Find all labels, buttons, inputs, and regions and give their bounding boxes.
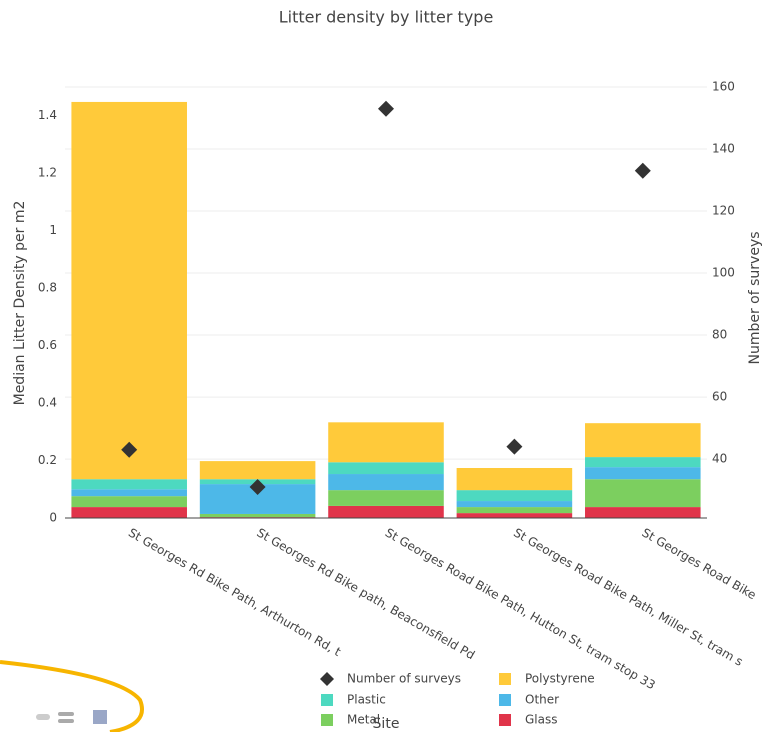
bar-segment	[71, 489, 187, 497]
y-tick-label: 1.4	[38, 108, 57, 122]
legend-symbol	[321, 694, 333, 706]
y-tick-label: 0	[49, 511, 57, 525]
highlight-annotation	[0, 660, 144, 732]
y2-tick-label: 120	[712, 204, 735, 218]
x-tick-label: St Georges Road Bike Path, Hutton St, tr…	[383, 526, 658, 693]
bar-segment	[328, 474, 444, 491]
y-tick-label: 0.2	[38, 453, 57, 467]
bar-segment	[585, 457, 701, 468]
bar-segment	[585, 467, 701, 480]
bar-segment	[585, 423, 701, 458]
legend-label: Metal	[347, 713, 380, 727]
bar-segment	[71, 507, 187, 518]
bar-segment	[328, 422, 444, 463]
bar-segment	[328, 505, 444, 518]
bar-segment	[199, 513, 316, 518]
y-axis-title: Median Litter Density per m2	[12, 201, 28, 406]
y-tick-label: 1.2	[38, 166, 57, 180]
legend-label: Plastic	[347, 693, 386, 707]
toolbar-icon[interactable]	[58, 719, 74, 723]
bar-segment	[456, 513, 573, 518]
survey-marker	[506, 438, 523, 455]
legend-symbol	[499, 694, 511, 706]
y-tick-label: 0.4	[38, 396, 57, 410]
toolbar-icon[interactable]	[36, 714, 50, 720]
legend-label: Other	[525, 693, 559, 707]
toolbar-icon[interactable]	[93, 710, 107, 724]
bar-segment	[328, 462, 444, 475]
bar-segment	[585, 507, 701, 518]
toolbar[interactable]	[36, 710, 107, 724]
y-tick-label: 1	[49, 223, 57, 237]
legend-symbol	[499, 714, 511, 726]
legend-label: Polystyrene	[525, 672, 595, 686]
bar-segment	[456, 490, 573, 502]
legend-label: Number of surveys	[347, 672, 461, 686]
x-tick-label: St Georges Road Bike	[640, 526, 759, 603]
survey-marker	[378, 100, 394, 117]
survey-marker	[634, 162, 651, 179]
bar-segment	[456, 507, 573, 514]
legend-symbol	[321, 714, 333, 726]
bar-segment	[71, 479, 187, 490]
y-tick-label: 0.6	[38, 338, 57, 352]
bar-segment	[456, 501, 573, 508]
x-tick-label: St Georges Rd Bike path, Beaconsfield Pd	[254, 526, 477, 663]
x-tick-label: St Georges Road Bike Path, Miller St, tr…	[511, 526, 745, 669]
y-tick-label: 0.8	[38, 281, 57, 295]
legend-symbol	[320, 672, 334, 686]
bar-segment	[199, 461, 316, 480]
bar-segment	[585, 479, 701, 508]
survey-marker	[249, 478, 266, 495]
bar-segment	[71, 496, 187, 508]
bar-segment	[456, 468, 573, 491]
y2-tick-label: 140	[712, 142, 735, 156]
x-axis-title: Site	[373, 716, 400, 732]
y2-tick-label: 160	[712, 80, 735, 94]
survey-marker	[121, 441, 138, 458]
x-tick-label: St Georges Rd Bike Path, Arthurton Rd, t	[126, 526, 343, 660]
chart-title: Litter density by litter type	[279, 8, 494, 27]
y2-axis-title: Number of surveys	[747, 231, 763, 364]
y2-tick-label: 60	[712, 390, 727, 404]
toolbar-icon[interactable]	[58, 712, 74, 716]
bar-segment	[328, 490, 444, 506]
y2-tick-label: 100	[712, 266, 735, 280]
y2-tick-label: 40	[712, 452, 727, 466]
x-tick-labels: St Georges Rd Bike Path, Arthurton Rd, t…	[126, 526, 759, 693]
legend-symbol	[499, 673, 511, 685]
bar-segment	[71, 101, 187, 480]
y2-tick-label: 80	[712, 328, 727, 342]
legend-label: Glass	[525, 713, 558, 727]
